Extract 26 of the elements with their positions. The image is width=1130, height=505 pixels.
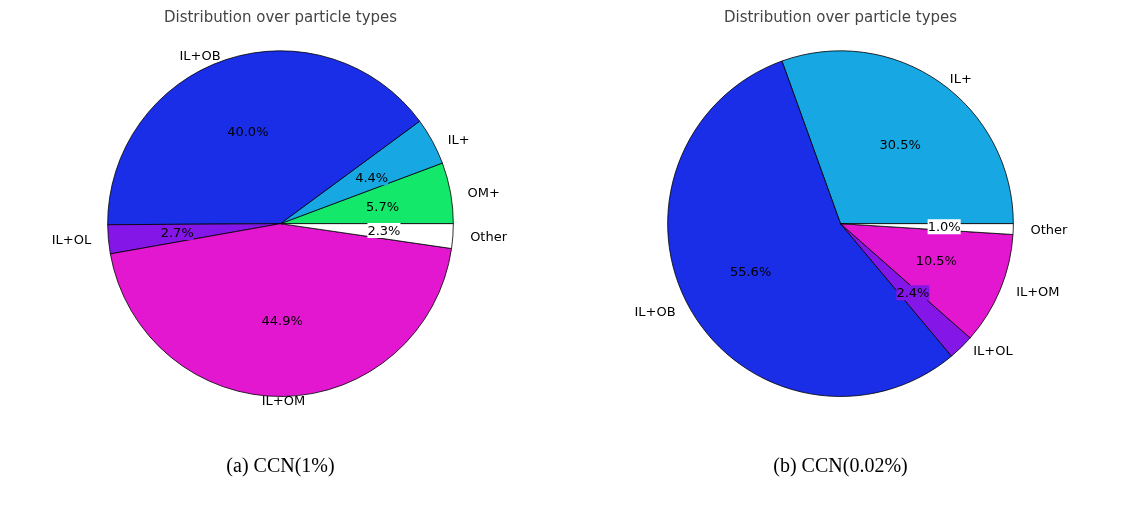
slice-label: Other (1030, 221, 1069, 237)
data-label: 5.7% (366, 198, 400, 214)
data-label: 44.9% (261, 312, 303, 328)
data-label: 1.0% (927, 219, 961, 235)
data-label: 55.6% (729, 264, 772, 280)
slice-label: IL+OB (634, 304, 676, 320)
slice-label: IL+OL (973, 342, 1014, 358)
chart-title: Distribution over particle types (723, 7, 958, 26)
data-label: 2.3% (367, 223, 401, 239)
slice-label: IL+OM (1016, 283, 1060, 299)
data-label: 30.5% (879, 137, 921, 153)
slice-label: IL+OM (261, 393, 306, 409)
text: (b) CCN(0.02%) (773, 454, 908, 478)
slice-label: OM+ (467, 184, 500, 200)
data-label: 10.5% (915, 253, 957, 269)
text: (a) CCN(1%) (226, 454, 335, 478)
data-label: 2.7% (160, 224, 194, 240)
data-label: 4.4% (355, 170, 389, 186)
data-label: 40.0% (227, 124, 269, 140)
chart-title: Distribution over particle types (163, 7, 398, 26)
slice-label: IL+OL (51, 232, 92, 248)
slice-label: IL+OB (179, 48, 221, 64)
slice-label: IL+ (447, 131, 470, 147)
data-label: 2.4% (896, 285, 930, 301)
slice-label: IL+ (949, 71, 972, 87)
slice-label: Other (470, 228, 508, 244)
